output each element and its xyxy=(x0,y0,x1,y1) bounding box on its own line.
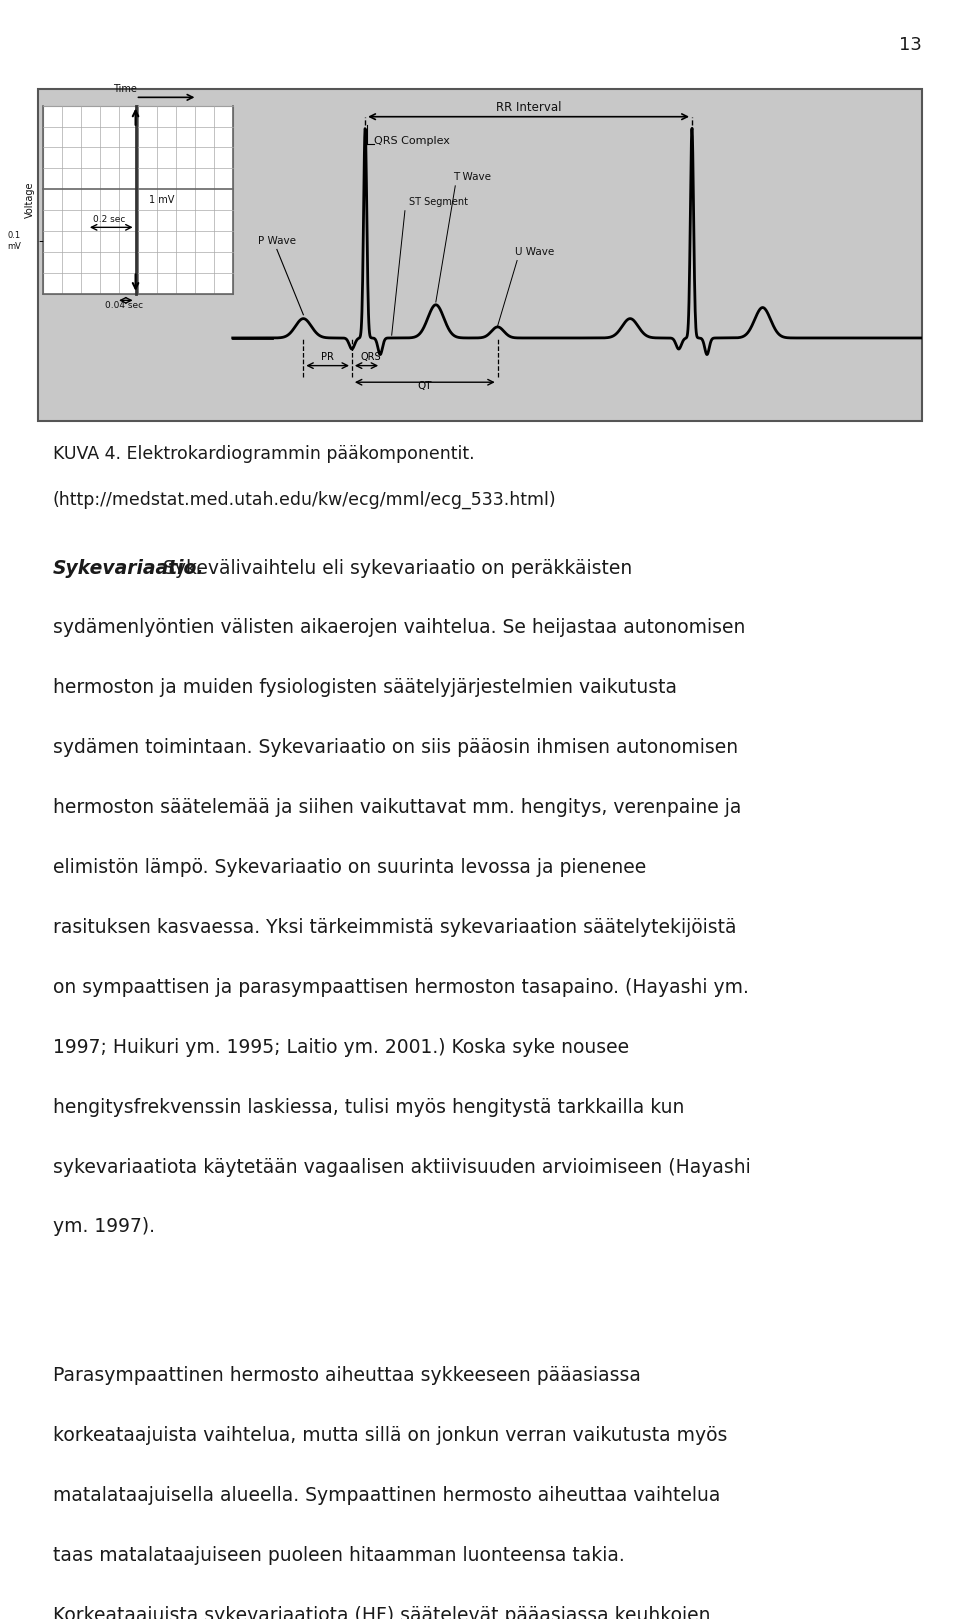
Text: sydämenlyöntien välisten aikaerojen vaihtelua. Se heijastaa autonomisen: sydämenlyöntien välisten aikaerojen vaih… xyxy=(53,618,745,638)
Text: Sykevariaatio.: Sykevariaatio. xyxy=(53,559,204,578)
Text: 0.2 sec: 0.2 sec xyxy=(93,215,126,223)
Text: Voltage: Voltage xyxy=(25,181,36,219)
Text: ym. 1997).: ym. 1997). xyxy=(53,1217,155,1237)
Text: PR: PR xyxy=(322,351,334,363)
Text: hermoston säätelemää ja siihen vaikuttavat mm. hengitys, verenpaine ja: hermoston säätelemää ja siihen vaikuttav… xyxy=(53,798,741,818)
Text: 1 mV: 1 mV xyxy=(149,194,174,204)
Text: T Wave: T Wave xyxy=(453,172,492,183)
Text: Korkeataajuista sykevariaatiota (HF) säätelevät pääasiassa keuhkojen: Korkeataajuista sykevariaatiota (HF) sää… xyxy=(53,1606,710,1619)
Text: QRS: QRS xyxy=(361,351,381,363)
Text: QRS Complex: QRS Complex xyxy=(374,136,450,146)
Text: 13: 13 xyxy=(899,36,922,53)
Text: ST Segment: ST Segment xyxy=(409,198,468,207)
Text: hermoston ja muiden fysiologisten säätelyjärjestelmien vaikutusta: hermoston ja muiden fysiologisten säätel… xyxy=(53,678,677,698)
Text: Sykevälivaihtelu eli sykevariaatio on peräkkäisten: Sykevälivaihtelu eli sykevariaatio on pe… xyxy=(163,559,633,578)
Text: 0.1
mV: 0.1 mV xyxy=(8,232,21,251)
Text: on sympaattisen ja parasympaattisen hermoston tasapaino. (Hayashi ym.: on sympaattisen ja parasympaattisen herm… xyxy=(53,978,749,997)
FancyBboxPatch shape xyxy=(38,89,922,421)
Text: QT: QT xyxy=(418,380,432,390)
Text: taas matalataajuiseen puoleen hitaamman luonteensa takia.: taas matalataajuiseen puoleen hitaamman … xyxy=(53,1546,625,1566)
Text: rasituksen kasvaessa. Yksi tärkeimmistä sykevariaation säätelytekijöistä: rasituksen kasvaessa. Yksi tärkeimmistä … xyxy=(53,918,736,937)
Text: korkeataajuista vaihtelua, mutta sillä on jonkun verran vaikutusta myös: korkeataajuista vaihtelua, mutta sillä o… xyxy=(53,1426,727,1446)
Text: 1997; Huikuri ym. 1995; Laitio ym. 2001.) Koska syke nousee: 1997; Huikuri ym. 1995; Laitio ym. 2001.… xyxy=(53,1038,629,1057)
Text: (http://medstat.med.utah.edu/kw/ecg/mml/ecg_533.html): (http://medstat.med.utah.edu/kw/ecg/mml/… xyxy=(53,491,557,508)
Text: sydämen toimintaan. Sykevariaatio on siis pääosin ihmisen autonomisen: sydämen toimintaan. Sykevariaatio on sii… xyxy=(53,738,738,758)
Text: matalataajuisella alueella. Sympaattinen hermosto aiheuttaa vaihtelua: matalataajuisella alueella. Sympaattinen… xyxy=(53,1486,720,1506)
Text: sykevariaatiota käytetään vagaalisen aktiivisuuden arvioimiseen (Hayashi: sykevariaatiota käytetään vagaalisen akt… xyxy=(53,1158,751,1177)
Text: 0.04 sec: 0.04 sec xyxy=(105,301,143,309)
Text: Parasympaattinen hermosto aiheuttaa sykkeeseen pääasiassa: Parasympaattinen hermosto aiheuttaa sykk… xyxy=(53,1366,640,1386)
Text: KUVA 4. Elektrokardiogrammin pääkomponentit.: KUVA 4. Elektrokardiogrammin pääkomponen… xyxy=(53,445,474,463)
Text: P Wave: P Wave xyxy=(258,236,296,246)
Text: hengitysfrekvenssin laskiessa, tulisi myös hengitystä tarkkailla kun: hengitysfrekvenssin laskiessa, tulisi my… xyxy=(53,1098,684,1117)
Text: RR Interval: RR Interval xyxy=(495,100,562,115)
Text: elimistön lämpö. Sykevariaatio on suurinta levossa ja pienenee: elimistön lämpö. Sykevariaatio on suurin… xyxy=(53,858,646,877)
FancyBboxPatch shape xyxy=(43,105,232,293)
Text: U Wave: U Wave xyxy=(516,248,555,257)
Text: Time: Time xyxy=(113,84,137,94)
